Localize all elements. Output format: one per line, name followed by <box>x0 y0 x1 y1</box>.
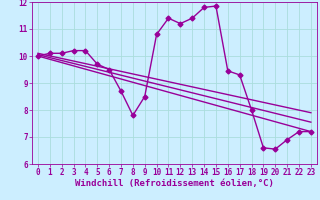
X-axis label: Windchill (Refroidissement éolien,°C): Windchill (Refroidissement éolien,°C) <box>75 179 274 188</box>
